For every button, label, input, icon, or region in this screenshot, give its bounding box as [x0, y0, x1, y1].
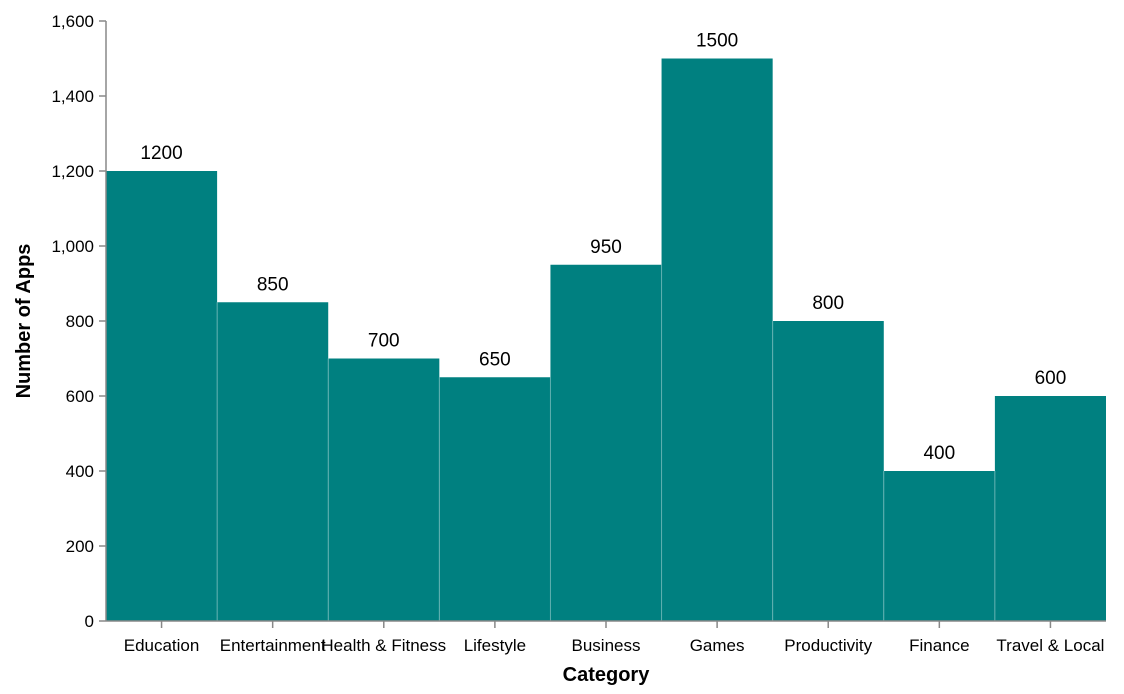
bar-5 [550, 264, 662, 621]
x-tick-label: Health & Fitness [321, 636, 446, 655]
data-label-5: 950 [590, 237, 622, 258]
x-tick-label: Travel & Local [996, 636, 1104, 655]
bar-6 [661, 58, 773, 621]
bar-7 [772, 321, 884, 621]
y-tick-label: 1,600 [51, 12, 94, 31]
data-label-4: 650 [479, 349, 511, 370]
data-label-1: 1200 [140, 143, 182, 164]
y-axis-title: Number of Apps [13, 244, 35, 399]
bar-8 [883, 471, 995, 621]
y-tick-label: 1,200 [51, 162, 94, 181]
bar-4 [439, 377, 551, 621]
bar-1 [106, 171, 218, 621]
x-tick-label: Education [124, 636, 200, 655]
y-tick-label: 800 [66, 312, 94, 331]
x-tick-label: Finance [909, 636, 969, 655]
data-label-6: 1500 [696, 31, 738, 52]
data-label-2: 850 [257, 274, 289, 295]
bar-3 [328, 358, 440, 621]
data-label-3: 700 [368, 331, 400, 352]
data-labels-layer: 1200 850 700 650 950 1500 800 400 600 [140, 31, 1066, 465]
bar-2 [217, 302, 329, 621]
y-tick-label: 0 [85, 612, 94, 631]
y-ticks-layer: 0 200 400 600 800 1,000 1,200 1,400 1,600 [51, 12, 106, 631]
x-tick-label: Entertainment [220, 636, 326, 655]
y-tick-label: 600 [66, 387, 94, 406]
y-tick-label: 1,000 [51, 237, 94, 256]
data-label-7: 800 [812, 293, 844, 314]
x-tick-label: Lifestyle [464, 636, 526, 655]
data-label-9: 600 [1035, 368, 1067, 389]
x-tick-label: Games [690, 636, 745, 655]
x-axis-title: Category [563, 664, 651, 686]
bar-9 [994, 396, 1106, 621]
y-tick-label: 200 [66, 537, 94, 556]
bars-layer [106, 58, 1106, 621]
y-axis: 0 200 400 600 800 1,000 1,200 1,400 1,600 [51, 12, 107, 631]
x-tick-label: Business [572, 636, 641, 655]
y-tick-label: 1,400 [51, 87, 94, 106]
data-label-8: 400 [923, 443, 955, 464]
x-tick-label: Productivity [784, 636, 872, 655]
y-tick-label: 400 [66, 462, 94, 481]
